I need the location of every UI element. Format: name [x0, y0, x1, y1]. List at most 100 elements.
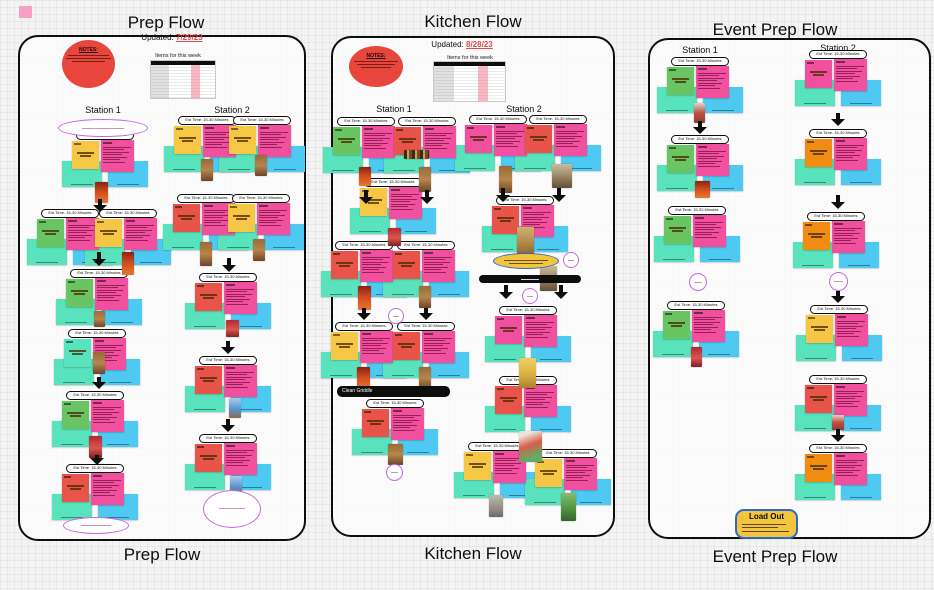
load-out-note[interactable]: Load Out	[735, 509, 798, 539]
flow-arrow-down[interactable]	[499, 285, 513, 299]
food-photo[interactable]	[691, 347, 702, 367]
note-ellipse[interactable]	[58, 119, 148, 137]
est-time-pill[interactable]: Est Time: 15-30 Minutes	[178, 116, 236, 125]
est-time-pill[interactable]: Est Time: 15-30 Minutes	[41, 209, 99, 218]
sticky-note-task[interactable]	[228, 204, 255, 232]
sticky-note-details[interactable]	[360, 250, 393, 282]
sticky-note-task[interactable]	[805, 385, 832, 413]
est-time-pill[interactable]: Est Time: 15-30 Minutes	[397, 241, 455, 250]
food-photo[interactable]	[561, 493, 576, 521]
sticky-note-details[interactable]	[834, 59, 867, 91]
food-photo[interactable]	[358, 286, 371, 310]
station2-step-bar[interactable]	[479, 275, 581, 283]
est-time-pill[interactable]: Est Time: 15-30 Minutes	[809, 375, 867, 384]
sticky-note-task[interactable]	[333, 127, 360, 155]
food-photo[interactable]	[388, 228, 401, 246]
food-photo[interactable]	[122, 252, 134, 275]
food-photo[interactable]	[694, 103, 705, 123]
sticky-note-details[interactable]	[835, 314, 868, 346]
items-week-table[interactable]	[433, 61, 506, 102]
milestone-circle[interactable]	[386, 464, 403, 481]
est-time-pill[interactable]: Est Time: 15-30 Minutes	[335, 241, 393, 250]
sticky-note-task[interactable]	[66, 279, 93, 307]
food-photo[interactable]	[519, 431, 542, 462]
sticky-note-details[interactable]	[91, 400, 124, 432]
sticky-note-details[interactable]	[224, 282, 257, 314]
sticky-note-details[interactable]	[692, 310, 725, 342]
flow-arrow-down[interactable]	[359, 190, 373, 204]
sticky-note-details[interactable]	[422, 250, 455, 282]
flow-arrow-down[interactable]	[92, 252, 106, 266]
sticky-note-details[interactable]	[91, 473, 124, 505]
flow-arrow-down[interactable]	[92, 377, 106, 389]
food-photo[interactable]	[419, 167, 431, 192]
food-photo[interactable]	[517, 227, 534, 257]
food-photo[interactable]	[359, 167, 371, 186]
flow-arrow-down[interactable]	[221, 341, 235, 354]
flow-arrow-down[interactable]	[831, 113, 845, 126]
sticky-note-task[interactable]	[195, 366, 222, 394]
flow-arrow-down[interactable]	[419, 308, 433, 320]
sticky-note-details[interactable]	[832, 221, 865, 253]
sticky-note-task[interactable]	[195, 444, 222, 472]
sticky-note-task[interactable]	[331, 332, 358, 360]
est-time-pill[interactable]: Est Time: 15-30 Minutes	[529, 115, 587, 124]
sticky-note-task[interactable]	[72, 141, 99, 169]
sticky-note-task[interactable]	[805, 139, 832, 167]
flow-arrow-down[interactable]	[222, 258, 236, 272]
est-time-pill[interactable]: Est Time: 15-30 Minutes	[668, 206, 726, 215]
sticky-note-task[interactable]	[331, 251, 358, 279]
sticky-note-details[interactable]	[224, 443, 257, 475]
sticky-note-task[interactable]	[173, 204, 200, 232]
highlight-note-ellipse[interactable]	[493, 253, 559, 269]
flow-arrow-down[interactable]	[90, 455, 104, 465]
est-time-pill[interactable]: Est Time: 15-30 Minutes	[539, 449, 597, 458]
food-photo[interactable]	[89, 436, 102, 458]
food-photo[interactable]	[200, 242, 212, 266]
est-time-pill[interactable]: Est Time: 15-30 Minutes	[667, 301, 725, 310]
notes-ellipse[interactable]: NOTES:	[349, 46, 403, 87]
notes-ellipse[interactable]: NOTES:	[62, 40, 115, 88]
partial-sticky-note[interactable]	[19, 6, 32, 18]
est-time-pill[interactable]: Est Time: 15-30 Minutes	[807, 212, 865, 221]
est-time-pill[interactable]: Est Time: 15-30 Minutes	[66, 391, 124, 400]
est-time-pill[interactable]: Est Time: 15-30 Minutes	[398, 117, 456, 126]
sticky-note-task[interactable]	[464, 452, 491, 480]
sticky-note-task[interactable]	[95, 219, 122, 247]
flow-arrow-down[interactable]	[496, 188, 510, 202]
food-photo[interactable]	[255, 155, 267, 176]
est-time-pill[interactable]: Est Time: 15-30 Minutes	[809, 129, 867, 138]
est-time-pill[interactable]: Est Time: 15-30 Minutes	[671, 135, 729, 144]
sticky-note-details[interactable]	[696, 66, 729, 98]
est-time-pill[interactable]: Est Time: 15-30 Minutes	[809, 444, 867, 453]
est-time-pill[interactable]: Est Time: 15-30 Minutes	[70, 269, 128, 278]
flow-arrow-down[interactable]	[693, 121, 707, 134]
sticky-note-details[interactable]	[693, 215, 726, 247]
sticky-note-details[interactable]	[95, 278, 128, 310]
est-time-pill[interactable]: Est Time: 15-30 Minutes	[397, 322, 455, 331]
food-photo[interactable]	[201, 159, 213, 181]
sticky-note-task[interactable]	[805, 454, 832, 482]
sticky-note-task[interactable]	[535, 459, 562, 487]
flow-arrow-down[interactable]	[93, 199, 107, 212]
sticky-note-task[interactable]	[805, 60, 832, 88]
sticky-note-task[interactable]	[806, 315, 833, 343]
flow-arrow-down[interactable]	[831, 195, 845, 209]
sticky-note-details[interactable]	[124, 218, 157, 250]
food-photo[interactable]	[419, 286, 431, 308]
sticky-note-task[interactable]	[174, 126, 201, 154]
items-week-table[interactable]	[150, 60, 216, 99]
sticky-note-details[interactable]	[494, 124, 527, 156]
sticky-note-details[interactable]	[554, 124, 587, 156]
sticky-note-details[interactable]	[66, 218, 99, 250]
sticky-note-task[interactable]	[667, 67, 694, 95]
est-time-pill[interactable]: Est Time: 15-30 Minutes	[337, 117, 395, 126]
flow-arrow-down[interactable]	[221, 419, 235, 432]
food-photo[interactable]	[253, 239, 265, 261]
est-time-pill[interactable]: Est Time: 15-30 Minutes	[364, 178, 422, 187]
sticky-note-task[interactable]	[803, 222, 830, 250]
flow-arrow-down[interactable]	[831, 291, 845, 303]
flow-arrow-down[interactable]	[554, 285, 568, 299]
sticky-note-details[interactable]	[524, 385, 557, 417]
